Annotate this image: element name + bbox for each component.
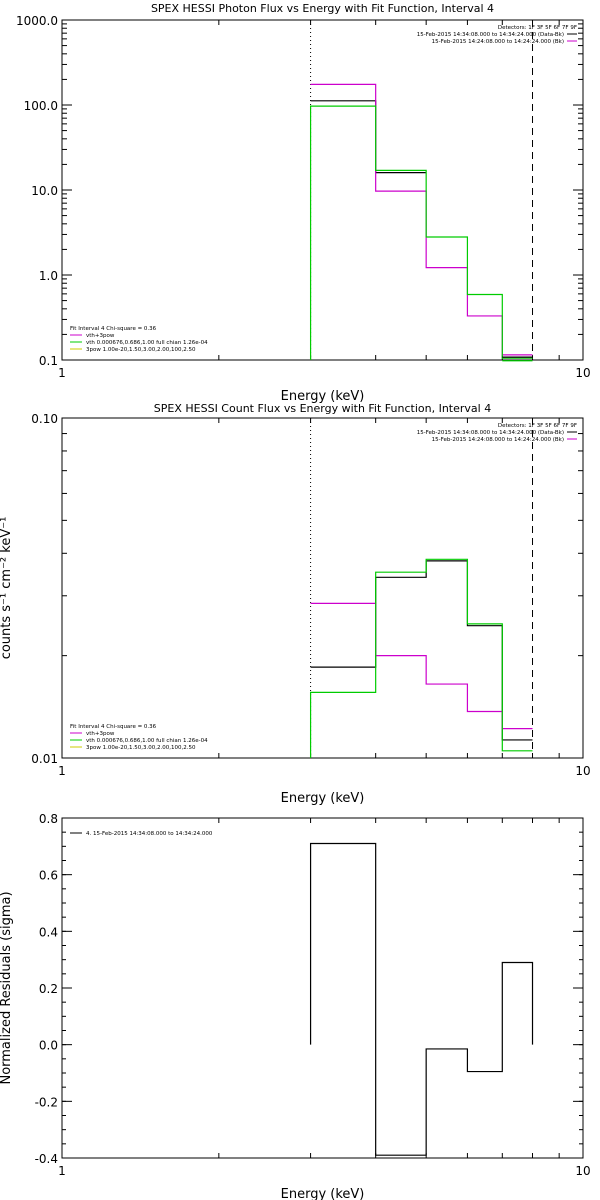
series-3-histogram (309, 105, 533, 360)
x-axis-label: Energy (keV) (281, 1187, 365, 1200)
legend-entry: 3pow 1.00e-20,1.50,3.00,2.00,100,2.50 (86, 745, 196, 751)
legend-entry: vth 0.000676,0.686,1.00 full chian 1.26e… (86, 340, 208, 346)
y-tick-label: 0.01 (31, 752, 58, 766)
x-axis-label: Energy (keV) (281, 389, 365, 404)
series-1-histogram (310, 100, 427, 174)
legend-entry: vth+3pow (86, 731, 115, 737)
plot-frame (61, 817, 584, 1159)
y-tick-label: -0.2 (35, 1095, 58, 1109)
x-tick-label: 1 (58, 1164, 66, 1178)
legend-entry: vth+3pow (86, 333, 115, 339)
chart-panel-3: Energy (keV) Normalized Residuals (sigma)… (0, 812, 591, 1200)
y-tick-label: 1.0 (39, 269, 58, 283)
series-1-histogram (309, 842, 534, 1156)
plot-frame (61, 19, 584, 361)
legend-entry: 15-Feb-2015 14:24:08.000 to 14:24:24.000… (432, 39, 564, 45)
legend-entry: 15-Feb-2015 14:24:08.000 to 14:24:24.000… (432, 437, 564, 443)
legend-entry: vth 0.000676,0.686,1.00 full chian 1.26e… (86, 738, 208, 744)
x-tick-label: 10 (575, 1164, 590, 1178)
x-axis-label: Energy (keV) (281, 791, 365, 806)
legend-entry: Detectors: 1F 3F 5F 6F 7F 9F (498, 25, 577, 31)
y-tick-label: 0.4 (39, 925, 58, 939)
y-tick-label: 0.10 (31, 412, 58, 426)
series-1-histogram (310, 560, 533, 741)
legend-entry: Fit Interval 4 Chi-square = 0.36 (70, 724, 157, 730)
x-tick-label: 10 (575, 764, 590, 778)
x-tick-label: 10 (575, 366, 590, 380)
y-axis-label: Normalized Residuals (sigma) (0, 891, 14, 1084)
series-2-histogram (310, 602, 533, 730)
plot-frame (61, 417, 584, 759)
chart-title: SPEX HESSI Photon Flux vs Energy with Fi… (151, 2, 494, 15)
y-tick-label: 0.8 (39, 812, 58, 826)
y-axis-label: counts s⁻¹ cm⁻² keV⁻¹ (0, 517, 14, 660)
legend-entry: 15-Feb-2015 14:34:08.000 to 14:34:24.000… (417, 32, 564, 38)
y-tick-label: 100.0 (24, 99, 58, 113)
legend-entry: Fit Interval 4 Chi-square = 0.36 (70, 326, 157, 332)
y-tick-label: 0.6 (39, 869, 58, 883)
legend-entry: 15-Feb-2015 14:34:08.000 to 14:34:24.000… (417, 430, 564, 436)
legend-entry: Detectors: 1F 3F 5F 6F 7F 9F (498, 423, 577, 429)
x-tick-label: 1 (58, 366, 66, 380)
chart-panel-1: SPEX HESSI Photon Flux vs Energy with Fi… (16, 2, 591, 404)
y-tick-label: 0.1 (39, 354, 58, 368)
series-3-histogram (309, 558, 533, 758)
y-tick-label: 0.2 (39, 982, 58, 996)
chart-panel-2: SPEX HESSI Count Flux vs Energy with Fit… (0, 402, 591, 806)
legend-entry: 3pow 1.00e-20,1.50,3.00,2.00,100,2.50 (86, 347, 196, 353)
legend-entry: 4. 15-Feb-2015 14:34:08.000 to 14:34:24.… (86, 831, 213, 837)
y-tick-label: 0.0 (39, 1039, 58, 1053)
y-tick-label: 1000.0 (16, 14, 58, 28)
y-tick-label: 10.0 (31, 184, 58, 198)
chart-title: SPEX HESSI Count Flux vs Energy with Fit… (154, 402, 491, 415)
y-tick-label: -0.4 (35, 1152, 58, 1166)
series-2-histogram (310, 83, 533, 356)
x-tick-label: 1 (58, 764, 66, 778)
